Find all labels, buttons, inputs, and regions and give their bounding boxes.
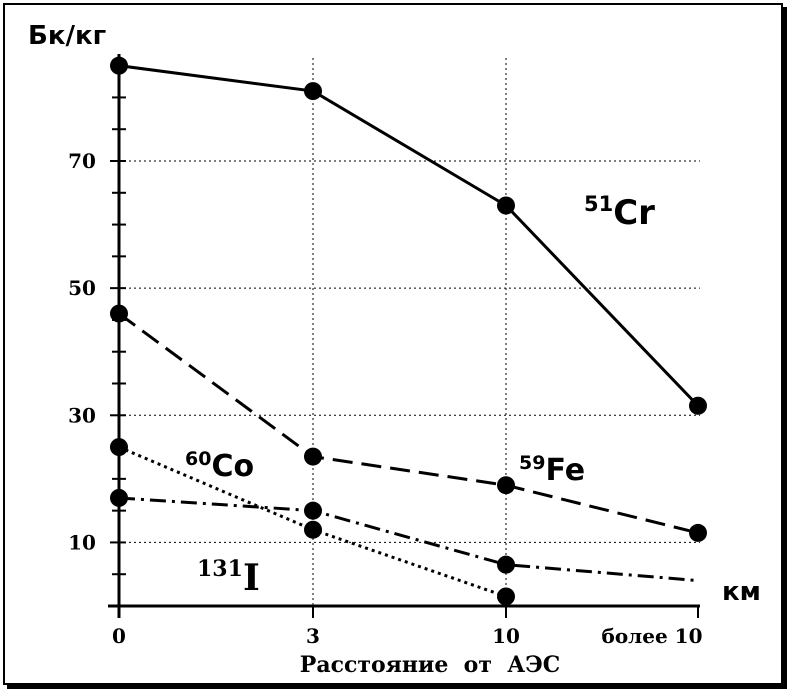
data-point-co-0 <box>110 488 128 507</box>
data-point-cr-0 <box>110 56 128 75</box>
series-label-superscript: 131 <box>197 556 243 582</box>
grid <box>119 58 700 606</box>
data-point-fe-0 <box>110 304 128 323</box>
series-label-symbol: Cr <box>613 193 655 233</box>
data-point-i-1 <box>304 520 322 539</box>
series-line-fe <box>118 312 699 535</box>
series-label-fe: 59Fe <box>519 452 585 488</box>
series-line-cr <box>118 64 700 407</box>
y-tick-label-10: 10 <box>68 530 96 554</box>
data-point-i-2 <box>497 587 515 606</box>
data-point-fe-1 <box>304 447 322 466</box>
data-point-fe-2 <box>497 476 515 495</box>
series-label-symbol: Fe <box>545 453 585 488</box>
series-line-co <box>118 496 699 583</box>
data-point-co-2 <box>497 555 515 574</box>
y-tick-label-30: 30 <box>68 403 96 427</box>
series-label-symbol: I <box>243 557 260 599</box>
x-tick-label-2: 10 <box>492 624 520 648</box>
x-axis-label: Расстояние от АЭС <box>300 652 560 678</box>
data-point-cr-3 <box>689 396 707 415</box>
series-label-superscript: 59 <box>519 452 545 474</box>
labels-layer: 10 30 50 70 0 3 10 более 10 51Cr 59Fe 60Co 131I <box>68 149 702 648</box>
data-point-co-1 <box>304 501 322 520</box>
series-label-symbol: Co <box>211 449 254 484</box>
data-point-fe-3 <box>689 523 707 542</box>
x-tick-label-1: 3 <box>306 624 320 648</box>
x-axis-unit: км <box>722 577 761 607</box>
chart-frame <box>3 3 783 685</box>
y-axis-label: Бк/кг <box>28 21 106 51</box>
data-point-cr-2 <box>497 196 515 215</box>
x-tick-label-3: более 10 <box>601 624 702 648</box>
data-point-i-0 <box>110 438 128 457</box>
x-tick-label-0: 0 <box>112 624 126 648</box>
data-point-cr-1 <box>304 82 322 101</box>
series-label-co: 60Co <box>185 448 254 484</box>
series-label-superscript: 60 <box>185 448 211 470</box>
y-tick-label-70: 70 <box>68 149 96 173</box>
series-label-cr: 51Cr <box>584 192 655 233</box>
series-layer <box>110 56 707 606</box>
y-tick-label-50: 50 <box>68 276 96 300</box>
series-label-superscript: 51 <box>584 192 613 216</box>
axes <box>108 54 700 618</box>
series-label-i: 131I <box>197 556 260 599</box>
